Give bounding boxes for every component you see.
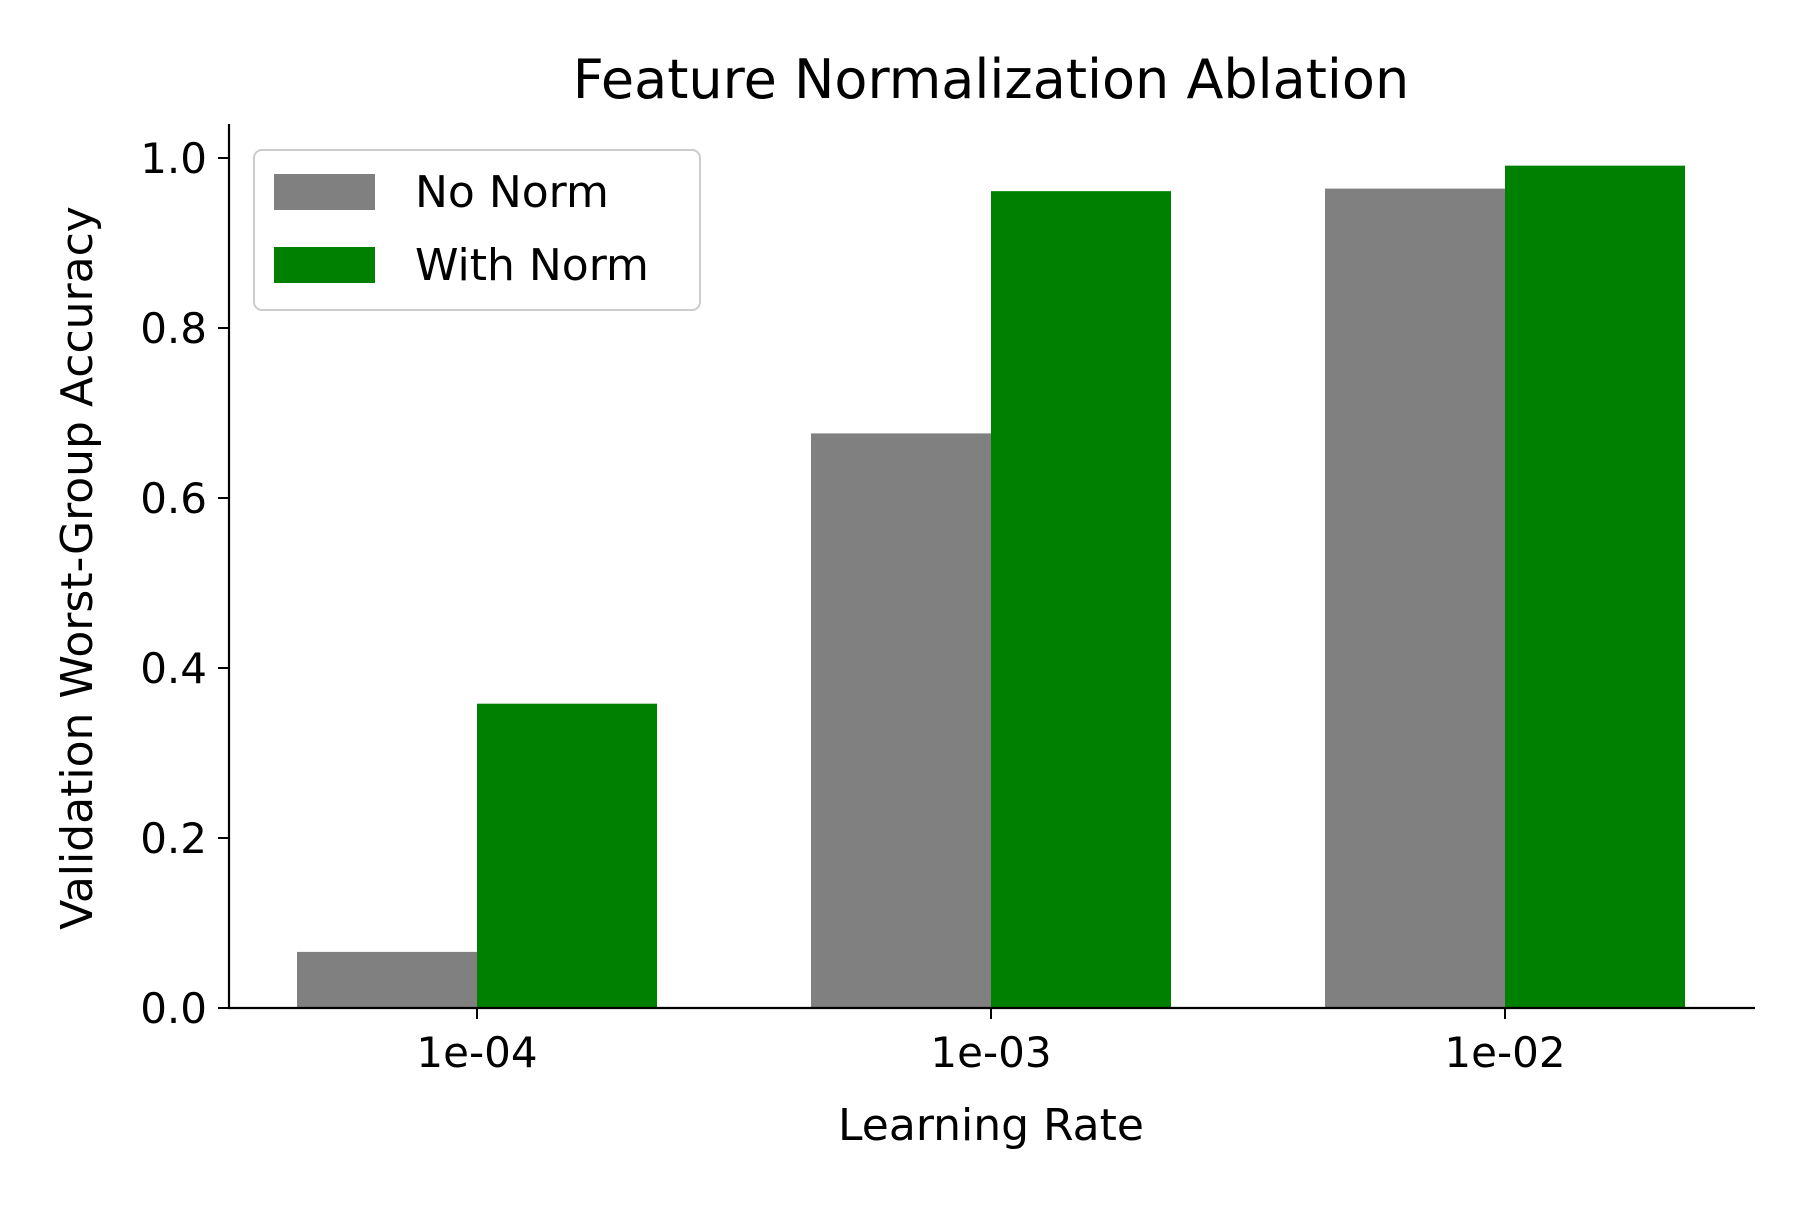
bar-no-norm-1e-02 [1325, 188, 1505, 1009]
y-tick-label: 0.2 [140, 814, 207, 863]
y-tick-label: 0.0 [140, 984, 207, 1033]
x-axis: 1e-04 1e-03 1e-02 [228, 1006, 1755, 1077]
chart-title: Feature Normalization Ablation [573, 48, 1409, 111]
legend: No Norm With Norm [253, 149, 701, 311]
bar-no-norm-1e-04 [297, 951, 477, 1008]
x-tick-label: 1e-03 [930, 1028, 1051, 1077]
y-tick-label: 0.6 [140, 474, 207, 523]
legend-label: With Norm [415, 240, 649, 291]
bar-with-norm-1e-02 [1505, 165, 1685, 1008]
bar-with-norm-1e-04 [477, 703, 657, 1008]
y-tick-label: 0.8 [140, 304, 207, 353]
legend-swatch-no-norm [274, 174, 375, 210]
x-axis-label: Learning Rate [838, 1100, 1144, 1151]
plot-area [297, 165, 1685, 1009]
legend-swatch-with-norm [274, 247, 375, 283]
x-tick-label: 1e-02 [1444, 1028, 1565, 1077]
legend-label: No Norm [415, 167, 609, 218]
y-axis: 0.0 0.2 0.4 0.6 0.8 1.0 [140, 124, 231, 1033]
y-tick-label: 1.0 [140, 134, 207, 183]
x-tick-label: 1e-04 [416, 1028, 537, 1077]
y-tick-label: 0.4 [140, 644, 207, 693]
bar-with-norm-1e-03 [991, 191, 1171, 1008]
bar-no-norm-1e-03 [811, 433, 991, 1008]
y-axis-label: Validation Worst-Group Accuracy [52, 206, 103, 930]
